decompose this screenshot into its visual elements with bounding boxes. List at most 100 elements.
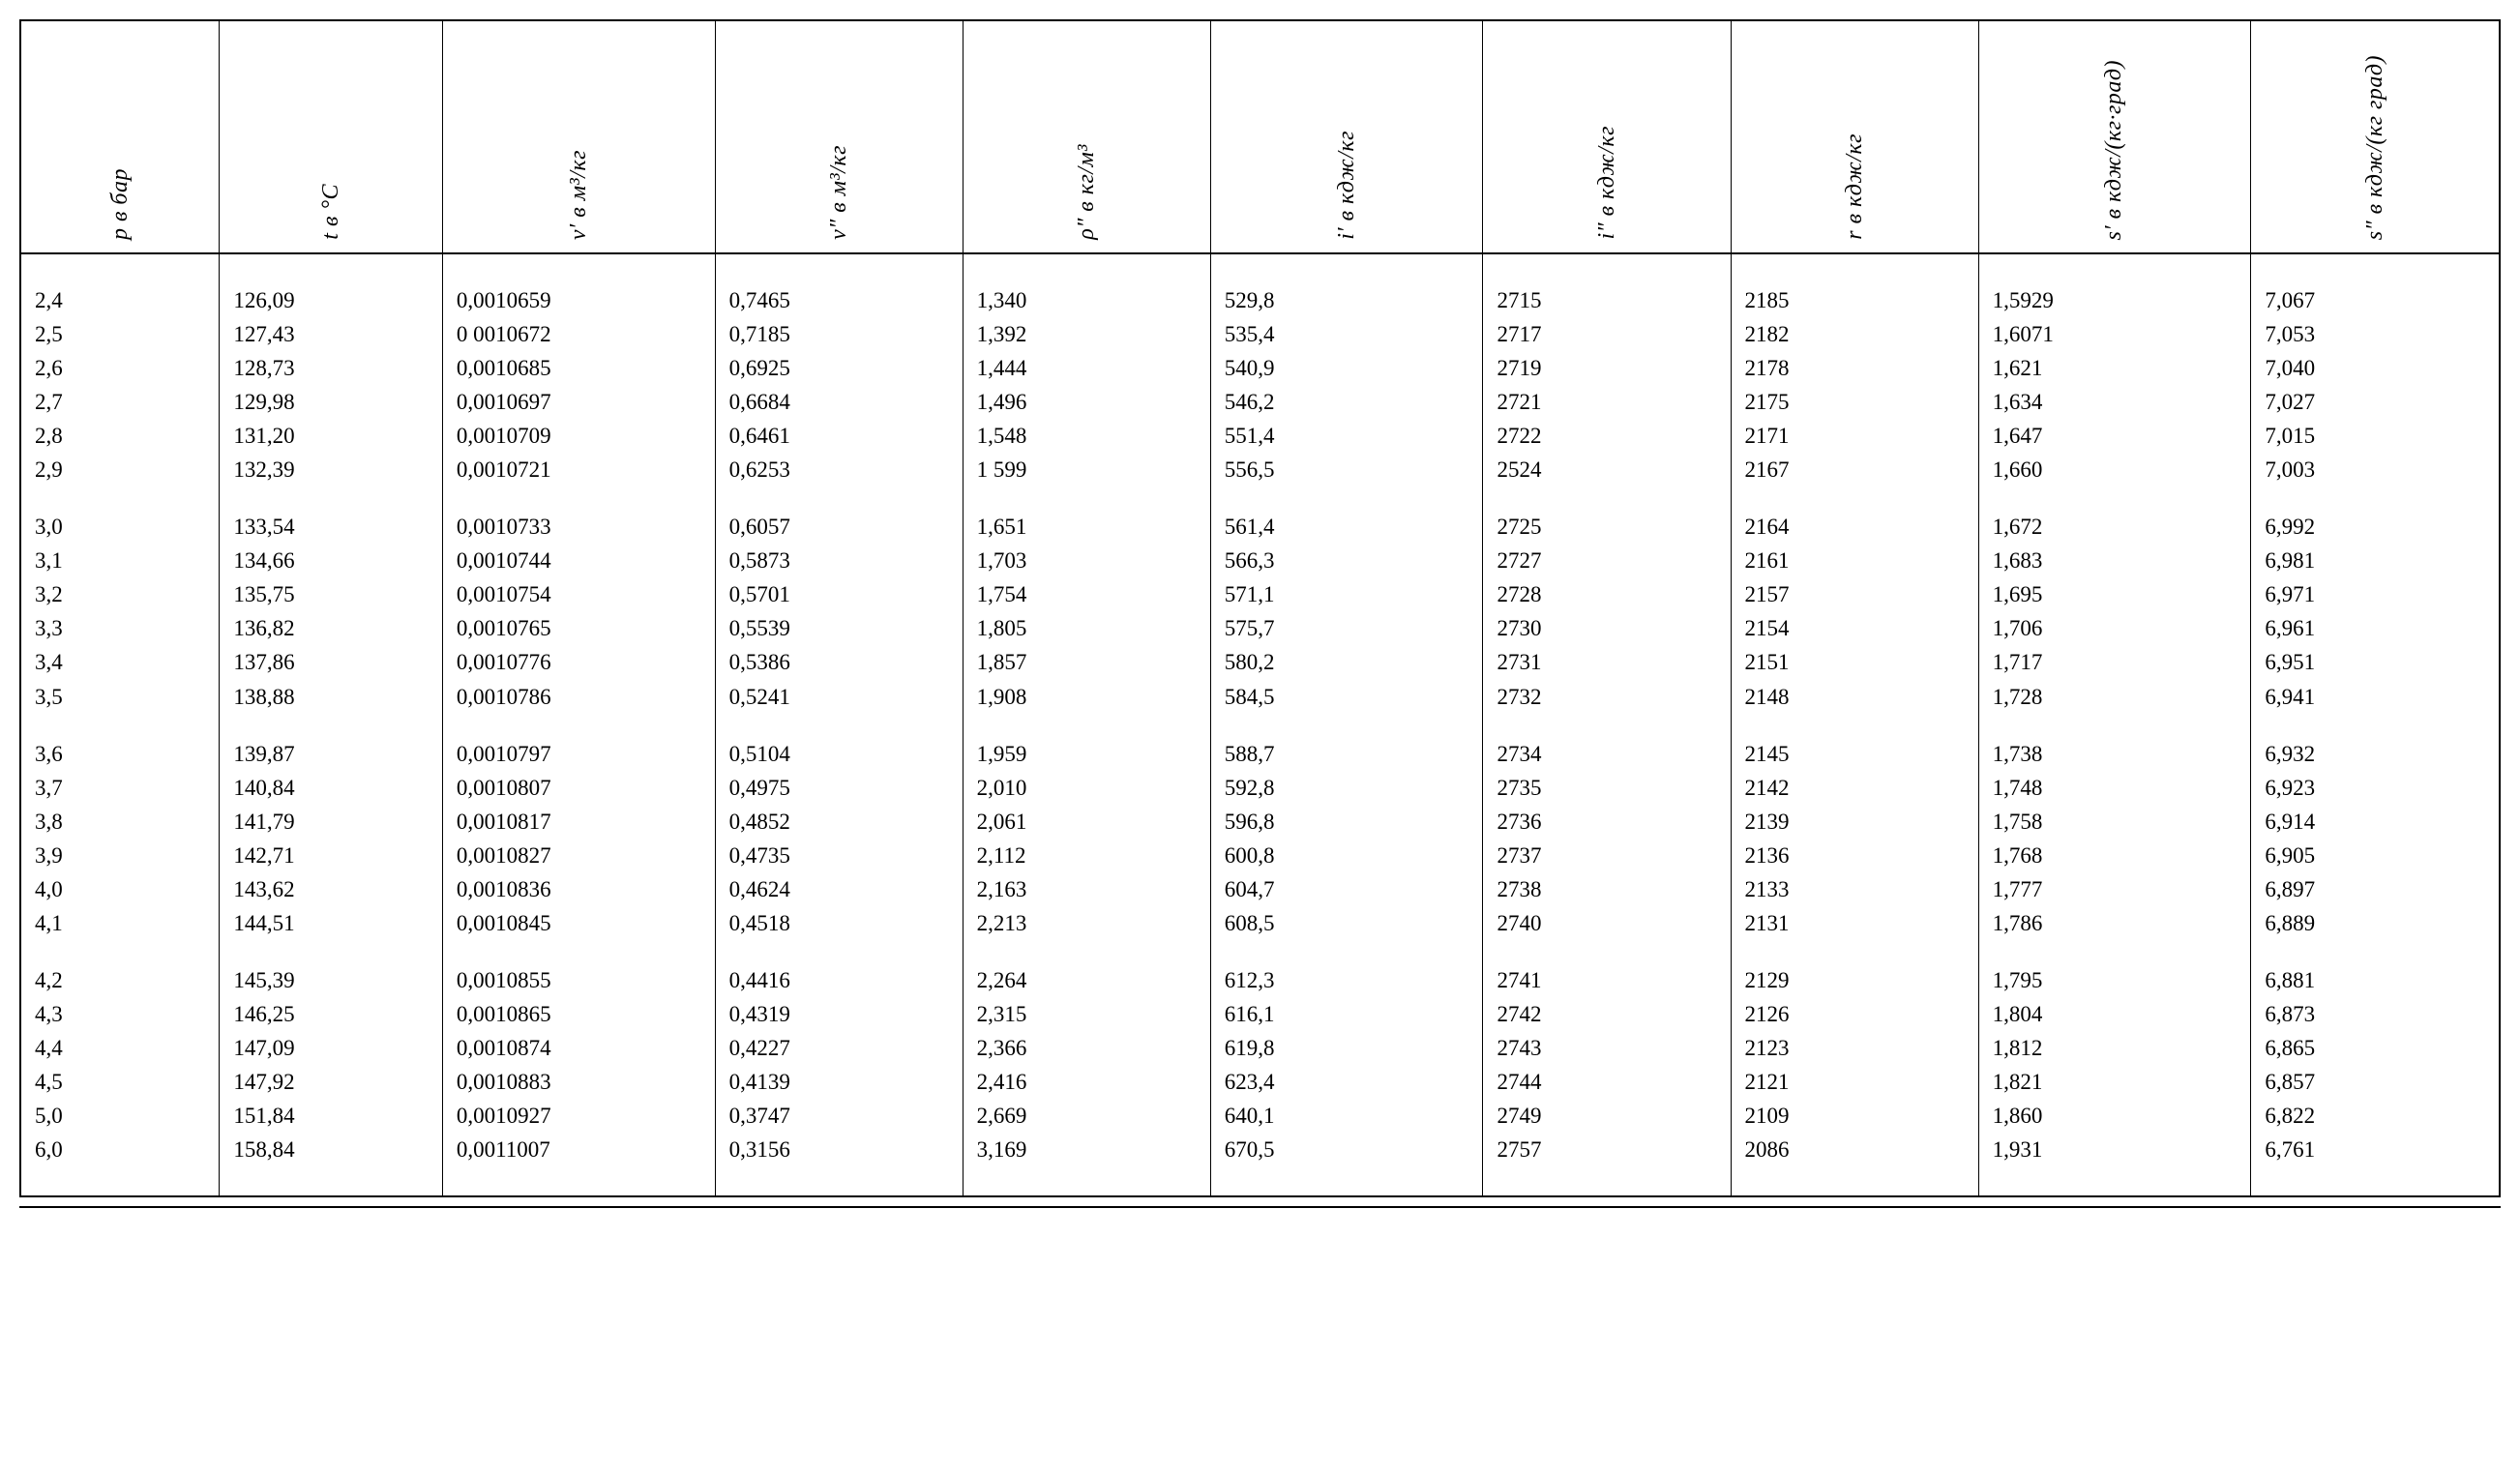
table-row: 4,0143,620,00108360,46242,163604,7273821… xyxy=(21,872,2499,906)
cell-sV: 7,003 xyxy=(2251,453,2499,486)
cell-vV: 0,5386 xyxy=(715,645,963,679)
cell-iV: 2715 xyxy=(1483,253,1731,317)
cell-iV: 2524 xyxy=(1483,453,1731,486)
table-row: 3,4137,860,00107760,53861,857580,2273121… xyxy=(21,645,2499,679)
cell-vV: 0,5701 xyxy=(715,577,963,611)
cell-iV: 2727 xyxy=(1483,544,1731,577)
cell-t: 128,73 xyxy=(220,351,442,385)
cell-sV: 6,941 xyxy=(2251,680,2499,714)
cell-vL: 0,0010827 xyxy=(442,839,715,872)
cell-t: 147,09 xyxy=(220,1031,442,1065)
table-row: 3,8141,790,00108170,48522,061596,8273621… xyxy=(21,805,2499,839)
cell-iV: 2741 xyxy=(1483,940,1731,997)
table-row: 5,0151,840,00109270,37472,669640,1274921… xyxy=(21,1099,2499,1133)
cell-iL: 596,8 xyxy=(1210,805,1483,839)
cell-sV: 6,971 xyxy=(2251,577,2499,611)
steam-table: p в барt в °Cv′ в м³/кгv″ в м³/кгρ″ в кг… xyxy=(19,19,2501,1197)
column-header-vV: v″ в м³/кг xyxy=(715,21,963,253)
cell-vV: 0,3156 xyxy=(715,1133,963,1195)
table-body: 2,4126,090,00106590,74651,340529,8271521… xyxy=(21,253,2499,1195)
column-header-label: i′ в кдж/кг xyxy=(1334,131,1360,240)
cell-vV: 0,6057 xyxy=(715,486,963,544)
cell-vV: 0,4975 xyxy=(715,771,963,805)
cell-p: 2,9 xyxy=(21,453,220,486)
cell-p: 2,8 xyxy=(21,419,220,453)
cell-iL: 575,7 xyxy=(1210,611,1483,645)
cell-t: 145,39 xyxy=(220,940,442,997)
table-row: 3,3136,820,00107650,55391,805575,7273021… xyxy=(21,611,2499,645)
cell-vL: 0,0010797 xyxy=(442,714,715,771)
cell-vL: 0,0010659 xyxy=(442,253,715,317)
cell-r: 2171 xyxy=(1731,419,1978,453)
cell-p: 2,5 xyxy=(21,317,220,351)
cell-t: 126,09 xyxy=(220,253,442,317)
cell-sL: 1,758 xyxy=(1978,805,2251,839)
cell-sV: 7,015 xyxy=(2251,419,2499,453)
cell-vL: 0,0010845 xyxy=(442,906,715,940)
cell-iL: 561,4 xyxy=(1210,486,1483,544)
cell-rho: 1,754 xyxy=(963,577,1210,611)
cell-vV: 0,7465 xyxy=(715,253,963,317)
column-header-rho: ρ″ в кг/м³ xyxy=(963,21,1210,253)
cell-vL: 0,0010744 xyxy=(442,544,715,577)
cell-rho: 1,805 xyxy=(963,611,1210,645)
cell-iL: 600,8 xyxy=(1210,839,1483,872)
cell-sV: 6,761 xyxy=(2251,1133,2499,1195)
cell-iV: 2728 xyxy=(1483,577,1731,611)
column-header-label: i″ в кдж/кг xyxy=(1594,126,1620,240)
cell-iL: 551,4 xyxy=(1210,419,1483,453)
cell-vV: 0,5873 xyxy=(715,544,963,577)
cell-iL: 592,8 xyxy=(1210,771,1483,805)
cell-t: 144,51 xyxy=(220,906,442,940)
cell-sL: 1,738 xyxy=(1978,714,2251,771)
cell-iV: 2721 xyxy=(1483,385,1731,419)
cell-sV: 6,914 xyxy=(2251,805,2499,839)
cell-rho: 1,651 xyxy=(963,486,1210,544)
table-row: 3,0133,540,00107330,60571,651561,4272521… xyxy=(21,486,2499,544)
cell-vL: 0,0010754 xyxy=(442,577,715,611)
cell-p: 3,1 xyxy=(21,544,220,577)
cell-r: 2167 xyxy=(1731,453,1978,486)
cell-rho: 2,163 xyxy=(963,872,1210,906)
cell-t: 147,92 xyxy=(220,1065,442,1099)
cell-rho: 1,444 xyxy=(963,351,1210,385)
cell-vV: 0,7185 xyxy=(715,317,963,351)
cell-vL: 0,0010685 xyxy=(442,351,715,385)
cell-iV: 2725 xyxy=(1483,486,1731,544)
cell-iL: 556,5 xyxy=(1210,453,1483,486)
cell-p: 4,2 xyxy=(21,940,220,997)
cell-p: 3,7 xyxy=(21,771,220,805)
cell-rho: 1,959 xyxy=(963,714,1210,771)
cell-r: 2131 xyxy=(1731,906,1978,940)
cell-p: 2,6 xyxy=(21,351,220,385)
table-row: 4,5147,920,00108830,41392,416623,4274421… xyxy=(21,1065,2499,1099)
cell-iL: 566,3 xyxy=(1210,544,1483,577)
cell-r: 2182 xyxy=(1731,317,1978,351)
cell-r: 2086 xyxy=(1731,1133,1978,1195)
cell-vV: 0,4416 xyxy=(715,940,963,997)
cell-vL: 0,0010855 xyxy=(442,940,715,997)
cell-rho: 1,908 xyxy=(963,680,1210,714)
cell-t: 133,54 xyxy=(220,486,442,544)
cell-rho: 2,366 xyxy=(963,1031,1210,1065)
table-row: 4,1144,510,00108450,45182,213608,5274021… xyxy=(21,906,2499,940)
column-header-iL: i′ в кдж/кг xyxy=(1210,21,1483,253)
cell-iL: 640,1 xyxy=(1210,1099,1483,1133)
cell-p: 3,2 xyxy=(21,577,220,611)
cell-sV: 6,889 xyxy=(2251,906,2499,940)
column-header-label: r в кдж/кг xyxy=(1842,133,1868,240)
cell-rho: 1,548 xyxy=(963,419,1210,453)
cell-t: 127,43 xyxy=(220,317,442,351)
cell-iL: 535,4 xyxy=(1210,317,1483,351)
cell-vV: 0,4852 xyxy=(715,805,963,839)
cell-iL: 580,2 xyxy=(1210,645,1483,679)
column-header-label: s′ в кдж/(кг·град) xyxy=(2101,60,2127,240)
cell-iL: 540,9 xyxy=(1210,351,1483,385)
cell-rho: 2,112 xyxy=(963,839,1210,872)
cell-p: 3,0 xyxy=(21,486,220,544)
cell-r: 2129 xyxy=(1731,940,1978,997)
cell-p: 6,0 xyxy=(21,1133,220,1195)
cell-r: 2145 xyxy=(1731,714,1978,771)
cell-sV: 6,881 xyxy=(2251,940,2499,997)
cell-vL: 0,0010765 xyxy=(442,611,715,645)
